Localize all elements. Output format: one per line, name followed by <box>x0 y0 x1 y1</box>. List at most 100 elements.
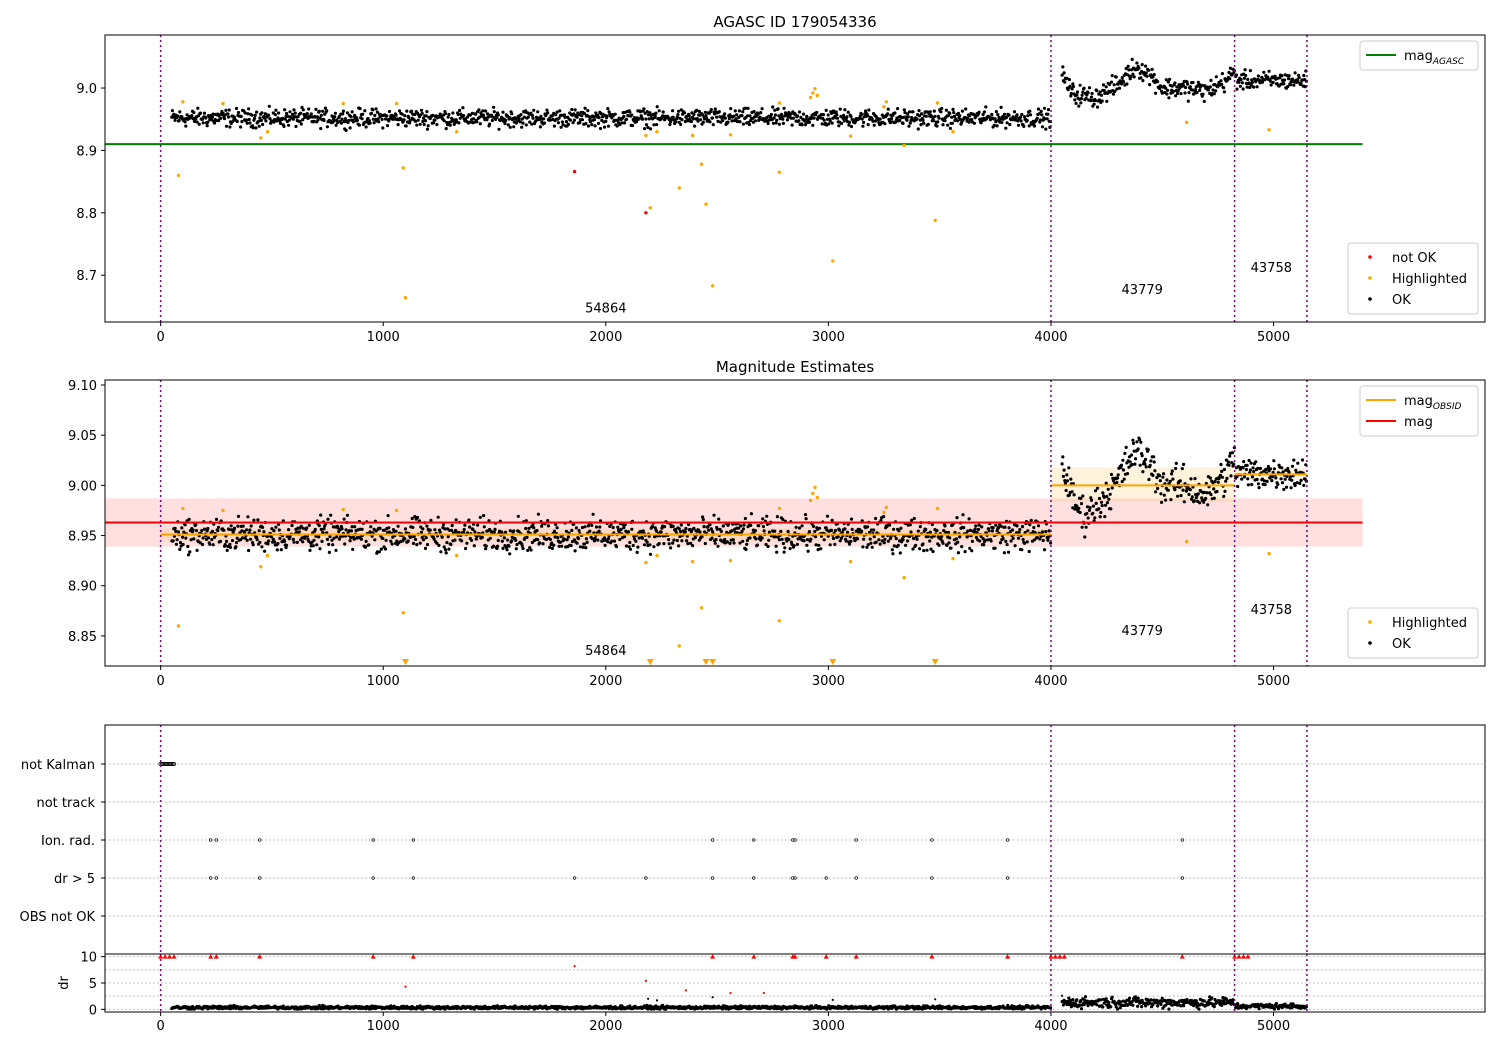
p2-highlighted-point <box>813 485 817 490</box>
p4-point <box>711 996 714 999</box>
p3-flag-marker <box>258 876 262 880</box>
p3-flag-marker <box>752 876 756 880</box>
p2-obsid-label: 43779 <box>1122 624 1163 639</box>
p3-flag-marker <box>930 838 934 842</box>
p4-clipped-marker <box>1232 954 1238 959</box>
p1-highlighted-point <box>644 133 648 138</box>
p2-axes-frame <box>104 379 1486 667</box>
p1-highlighted-point <box>815 93 819 98</box>
p1-xtick-label: 1000 <box>367 674 400 689</box>
p3-flag-marker <box>162 762 167 766</box>
p1-ytick-label: 8.8 <box>76 207 97 222</box>
p3-flag-marker <box>710 838 715 842</box>
p3-category-label: not track <box>36 796 95 811</box>
p2-highlighted-point <box>259 565 263 569</box>
p1-highlighted-point <box>704 202 708 206</box>
p1-obsid-label: 43779 <box>1122 283 1163 298</box>
p1-not-ok-point <box>572 169 577 174</box>
magnitude-estimates-panel: Magnitude Estimates 54864 43779 43758 0 1000 2… <box>68 358 1486 689</box>
p2-highlighted-point <box>455 553 459 558</box>
p2-ytick-label: 8.90 <box>68 580 97 595</box>
p2-obsid-label: 54864 <box>585 644 626 659</box>
p1-highlighted-point <box>933 218 937 222</box>
p3-flag-marker <box>710 876 715 880</box>
p1-xtick-label: 0 <box>157 674 165 689</box>
p2-highlighted-point <box>699 606 704 610</box>
p3-flag-marker <box>168 762 172 766</box>
p2-legend-lower <box>1347 607 1479 659</box>
p2-highlighted-point <box>221 508 225 513</box>
p1-xtick-label: 3000 <box>812 674 845 689</box>
p3-flag-marker <box>854 838 858 842</box>
p4-xtick-label: 0 <box>157 1019 165 1034</box>
p3-flag-marker <box>854 876 858 880</box>
p1-highlighted-point <box>1185 120 1189 125</box>
p2-highlighted-point <box>176 624 181 628</box>
p3-flag-marker <box>258 838 262 842</box>
p0-xtick-label: 0 <box>157 330 165 345</box>
p3-flag-marker <box>209 838 213 842</box>
p3-category-label: dr > 5 <box>54 872 95 887</box>
p4-clipped-marker <box>410 954 416 959</box>
p4-xtick-label: 4000 <box>1034 1019 1067 1034</box>
p2-legend-swatch <box>1368 620 1372 624</box>
p4-xtick-label: 2000 <box>589 1019 622 1034</box>
p1-highlighted-point <box>403 296 408 300</box>
p1-highlighted-point <box>1267 128 1271 132</box>
p3-category-label: OBS not OK <box>20 910 96 925</box>
p1-highlighted-point <box>808 95 813 100</box>
p4-clipped-marker <box>1241 954 1246 959</box>
p2-highlighted-point <box>1185 539 1189 544</box>
p0-xtick-label: 4000 <box>1034 330 1067 345</box>
p3-flag-marker <box>371 876 375 880</box>
dr-panel: 0 5 10 dr 0 1000 2000 3000 4000 5000 <box>57 951 1486 1034</box>
p3-flag-marker <box>930 876 934 880</box>
p2-highlighted-point <box>265 553 270 558</box>
p2-offscale-marker <box>401 659 409 665</box>
p2-highlighted-point <box>777 619 782 623</box>
p2-legend-label: mag <box>1404 415 1433 430</box>
p4-clipped-marker <box>171 954 177 959</box>
flags-panel: not Kalman not track Ion. rad. dr > 5 OBS no… <box>20 724 1486 954</box>
p1-legend-upper <box>1359 40 1479 71</box>
p1-ok-points <box>170 57 1309 132</box>
p1-axes-frame <box>104 34 1486 323</box>
p1-legend-swatch <box>1368 276 1372 280</box>
p4-clipped-marker <box>1179 954 1185 959</box>
p3-axes-frame <box>104 724 1486 954</box>
p0-xtick-label: 5000 <box>1257 330 1290 345</box>
p1-highlighted-point <box>699 162 704 166</box>
p1-highlighted-point <box>394 101 399 106</box>
p1-title: AGASC ID 179054336 <box>713 13 876 31</box>
p1-not-ok-point <box>644 211 648 215</box>
p3-flag-marker <box>824 876 828 880</box>
p1-highlighted-point <box>401 166 405 170</box>
p1-highlighted-point <box>710 284 715 288</box>
p3-flag-marker <box>793 838 797 842</box>
p2-highlighted-point <box>690 559 695 564</box>
p1-ytick-label: 8.9 <box>76 144 97 159</box>
p1-highlighted-point <box>777 170 782 174</box>
p4-clipped-marker <box>1236 954 1242 959</box>
p2-offscale-marker <box>702 659 710 665</box>
p3-flag-marker <box>164 762 168 766</box>
p2-highlighted-point <box>777 506 782 511</box>
p4-ylabel: dr <box>57 976 72 990</box>
p2-offscale-marker <box>829 659 837 665</box>
p4-clipped-marker <box>1052 954 1058 959</box>
p3-flag-marker <box>371 838 375 842</box>
p1-highlighted-point <box>677 186 681 190</box>
p2-highlighted-point <box>951 556 955 561</box>
p2-highlighted-point <box>677 644 681 648</box>
p4-clipped-marker <box>1005 954 1011 959</box>
p2-highlighted-point <box>884 505 888 510</box>
p2-ytick-label: 9.10 <box>68 379 97 394</box>
p4-point <box>729 991 732 995</box>
p4-ytick-label: 10 <box>80 951 97 966</box>
p1-legend-label: OK <box>1392 293 1411 308</box>
p2-obsid-label: 43758 <box>1251 603 1292 618</box>
p2-legend-label: Highlighted <box>1392 616 1467 631</box>
p3-flag-marker <box>214 838 218 842</box>
p2-ytick-label: 9.05 <box>68 429 97 444</box>
p1-highlighted-point <box>728 133 733 137</box>
